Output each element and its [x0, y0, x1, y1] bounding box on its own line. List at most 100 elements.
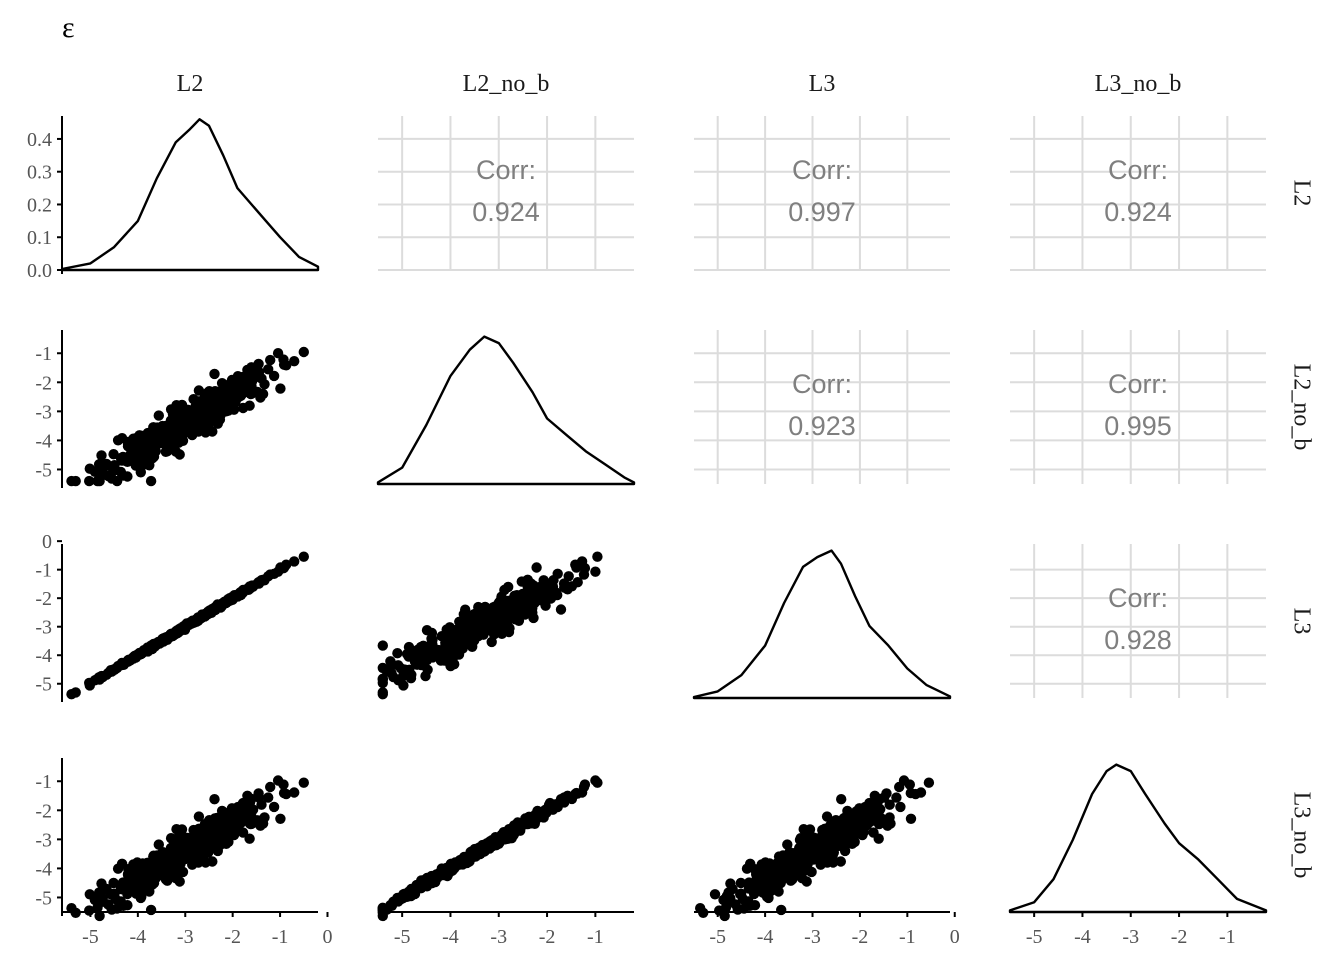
scatter-point [162, 434, 173, 445]
corr-label: Corr: [1108, 369, 1168, 399]
scatter-point [509, 590, 520, 601]
scatter-point [263, 792, 274, 803]
scatter-point [431, 870, 442, 881]
panel-l2-no-b-vs-l2-no-b [376, 335, 636, 486]
density-curve-l3-no-b [1008, 763, 1268, 914]
scatter-point [259, 575, 270, 586]
scatter-point [579, 563, 591, 574]
scatter-point [764, 876, 776, 887]
scatter-point [491, 833, 502, 844]
scatter-point [392, 648, 403, 659]
scatter-point [142, 860, 154, 871]
scatter-point [874, 793, 885, 805]
y-tick-label: 0.2 [27, 194, 52, 216]
scatter-point [153, 410, 164, 421]
scatter-point [821, 811, 833, 822]
scatter-point [555, 604, 567, 615]
scatter-point [138, 876, 149, 887]
corr-label: Corr: [792, 369, 852, 399]
scatter-point [822, 857, 833, 868]
y-tick-label: -1 [35, 560, 52, 582]
scatter-point [232, 371, 244, 382]
scatter-point [504, 623, 515, 634]
x-tick-label: -1 [1219, 926, 1236, 948]
scatter-point [473, 601, 484, 613]
scatter-point [96, 450, 107, 461]
scatter-point [773, 886, 784, 897]
scatter-point [507, 831, 518, 842]
scatter-point [142, 435, 154, 446]
scatter-point [259, 379, 270, 390]
scatter-point [84, 475, 95, 487]
scatter-point [766, 860, 777, 871]
scatter-point [117, 659, 129, 670]
scatter-point [263, 364, 274, 375]
panel-l3-no-b-vs-l3-no-b: -5 -4 -3 -2 -1 [1008, 763, 1268, 948]
scatter-point [230, 826, 241, 838]
x-tick-label: -2 [539, 926, 556, 948]
scatter-point [232, 591, 244, 602]
scatter-point [548, 799, 559, 810]
x-tick-label: -3 [177, 926, 194, 948]
panel-l2-no-b-vs-l3: Corr: 0.923 [694, 330, 950, 484]
scatter-point [735, 889, 746, 900]
scatter-point [145, 904, 157, 916]
scatter-point [135, 892, 146, 904]
scatter-point [842, 805, 853, 817]
scatter-point [842, 822, 853, 834]
corr-value: 0.995 [1104, 411, 1172, 441]
scatter-point [590, 566, 601, 577]
scatter-point [66, 689, 77, 700]
scatter-point [519, 606, 530, 617]
scatter-point [230, 396, 241, 408]
scatter-point [97, 893, 108, 904]
scatter-point [874, 818, 885, 830]
scatter-point [190, 829, 201, 840]
scatter-point [298, 777, 309, 788]
scatter-point [891, 792, 902, 803]
x-tick-label: -5 [709, 926, 726, 948]
y-tick-label: -4 [35, 430, 52, 452]
y-tick-label: 0.3 [27, 162, 52, 184]
scatter-point [181, 619, 192, 630]
row-header-l3: L3 [1288, 608, 1314, 635]
scatter-point [417, 877, 429, 888]
scatter-point [84, 677, 95, 689]
scatter-point [278, 779, 289, 790]
scatter-point [695, 903, 706, 914]
scatter-point [402, 889, 413, 900]
scatter-point [446, 631, 458, 643]
scatter-point [857, 815, 869, 826]
scatter-point [858, 826, 869, 838]
scatter-point [839, 833, 851, 844]
scatter-point [442, 656, 454, 667]
x-tick-label: 0 [950, 926, 960, 948]
x-tick-label: -1 [899, 926, 916, 948]
scatter-point [92, 475, 103, 487]
scatter-point [905, 813, 917, 824]
scatter-point [213, 407, 224, 418]
scatter-point [516, 576, 527, 587]
scatter-point [209, 398, 220, 409]
scatter-point [377, 905, 388, 916]
corr-label: Corr: [1108, 155, 1168, 185]
scatter-point [171, 833, 183, 844]
scatter-point [289, 556, 300, 567]
scatter-point [835, 856, 846, 867]
scatter-point [714, 905, 725, 916]
y-tick-label: -1 [35, 343, 52, 365]
scatter-point [138, 867, 150, 879]
scatter-point [571, 562, 582, 573]
scatter-point [142, 646, 154, 657]
scatter-point [268, 801, 280, 813]
y-tick-label: 0.1 [27, 227, 52, 249]
x-tick-label: -1 [272, 926, 289, 948]
x-tick-label: -4 [1074, 926, 1091, 948]
scatter-point [246, 793, 257, 805]
scatter-point [105, 889, 117, 900]
x-tick-label: -2 [852, 926, 869, 948]
scatter-point [725, 893, 736, 904]
corr-value: 0.928 [1104, 625, 1172, 655]
